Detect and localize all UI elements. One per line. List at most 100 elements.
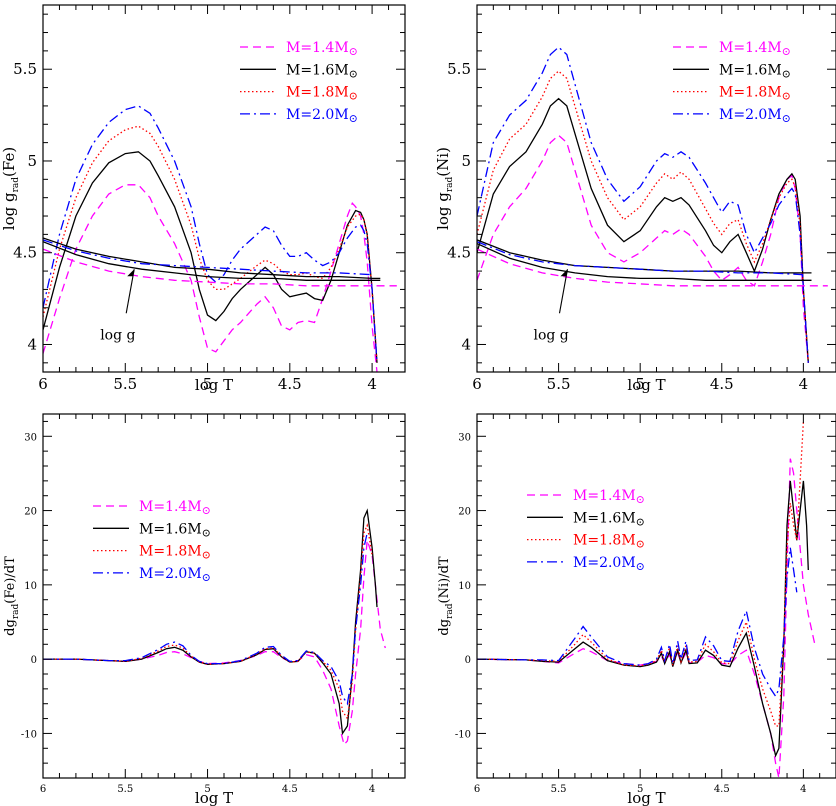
legend-label: M=2.0M⊙ [573,555,645,573]
curves [43,508,386,746]
y-tick-label: -10 [21,729,37,740]
plot-frame [476,413,836,779]
y-tick-label: 5.5 [447,60,471,78]
y-tick-label: 5.5 [13,60,37,78]
series-line-m-2-0m [43,532,368,706]
legend-label: M=2.0M⊙ [286,107,358,125]
series-line-m-1-6m [43,508,378,736]
x-tick-label: 4 [367,375,377,393]
log-g-line-6 [43,248,397,287]
x-tick-label: 4.5 [282,784,298,795]
legend-label: M=2.0M⊙ [719,107,791,125]
log-g-line-5 [477,243,812,281]
legend-label: M=1.6M⊙ [286,62,358,80]
x-axis-label: log T [627,376,665,394]
y-tick-label: -10 [455,729,471,740]
curves [477,421,816,778]
log-g-line-4 [477,239,812,274]
legend-label: M=1.4M⊙ [139,499,211,517]
x-tick-label: 4.5 [710,375,734,393]
panel-top-left: 6 5.5 5 4.5 4 4 4.5 5 5.5 log T log grad(Fe) M=1.4M… [0,4,406,394]
panel-bottom-left: 6 5.5 5 4.5 4 -10 0 10 20 30 log T dgrad(Fe)/dT M=1.… [3,413,406,806]
annotation-arrow [125,269,135,314]
x-tick-label: 4 [799,375,809,393]
x-tick-label: 5 [204,784,210,795]
log-g-line-7 [477,241,804,276]
panel-bottom-right: 6 5.5 5 4.5 4 -10 0 10 20 30 log T dgrad(Ni)/dT M=1.… [437,413,836,806]
y-tick-label: 5 [461,152,471,170]
series-line-m-1-4m [43,540,386,746]
series-line-m-1-6m [477,97,809,363]
y-tick-label: 30 [458,432,471,443]
y-axis-label: log grad(Ni) [434,147,455,230]
y-tick-label: 20 [24,507,37,518]
x-tick-label: 5 [635,375,645,393]
legend-label: M=1.4M⊙ [719,40,791,58]
series-line-m-1-8m [477,70,809,363]
x-tick-label: 5 [203,375,213,393]
series-line-m-2-0m [477,46,809,363]
annotation-arrow [558,269,569,314]
y-tick-label: 10 [458,581,471,592]
x-tick-label: 4.5 [278,375,302,393]
x-tick-label: 6 [472,375,482,393]
legend: M=1.4M⊙ M=1.6M⊙ M=1.8M⊙ M=2.0M⊙ [240,40,358,125]
y-axis-label: log grad(Fe) [0,147,21,230]
log-g-line-5 [43,241,381,281]
series-line-m-1-8m [43,125,378,363]
x-tick-label: 5.5 [117,784,133,795]
x-tick-label: 4 [800,784,806,795]
y-tick-label: 30 [24,432,37,443]
legend-label: M=1.8M⊙ [286,85,358,103]
legend-label: M=1.6M⊙ [719,62,791,80]
y-axis-label: dgrad(Ni)/dT [437,556,455,635]
legend-label: M=2.0M⊙ [139,566,211,584]
annotation-arrowhead [560,269,568,277]
plot-frame [42,4,406,373]
series-line-m-2-0m [43,105,378,363]
y-tick-label: 10 [24,581,37,592]
annotation-arrowhead [127,269,135,277]
x-axis-label: log T [195,789,233,806]
x-tick-label: 5.5 [551,784,567,795]
x-tick-label: 4 [369,784,375,795]
legend-label: M=1.8M⊙ [139,544,211,562]
x-axis-label: log T [627,789,665,806]
y-tick-label: 0 [465,655,471,666]
legend-label: M=1.4M⊙ [286,40,358,58]
series-line-m-1-6m [43,151,378,363]
series-line-m-1-4m [477,134,809,363]
legend-label: M=1.6M⊙ [573,510,645,528]
legend: M=1.4M⊙ M=1.6M⊙ M=1.8M⊙ M=2.0M⊙ [527,488,645,573]
x-tick-label: 5.5 [547,375,571,393]
y-tick-label: 4 [27,335,37,353]
series-line-m-1-8m [477,421,805,727]
annotation-log-g: log g [533,327,568,343]
x-tick-label: 5.5 [113,375,137,393]
log-g-line-7 [43,239,373,276]
series-line-m-1-6m [477,480,809,758]
series-line-m-1-8m [43,523,373,721]
y-tick-label: 4.5 [447,244,471,262]
panel-top-right: 6 5.5 5 4.5 4 4 4.5 5 5.5 log T log grad(Ni) M=1.4M… [434,4,836,394]
annotation-log-g: log g [100,327,135,343]
x-axis-label: log T [195,376,233,394]
legend-label: M=1.6M⊙ [139,521,211,539]
y-tick-label: 5 [27,152,37,170]
log-g-line-4 [43,237,381,280]
curves [43,105,397,372]
y-tick-label: 4 [461,335,471,353]
legend-label: M=1.8M⊙ [719,85,791,103]
y-tick-label: 0 [31,655,37,666]
series-line-m-1-4m [43,184,378,372]
legend: M=1.4M⊙ M=1.6M⊙ M=1.8M⊙ M=2.0M⊙ [673,40,791,125]
x-tick-label: 5 [637,784,643,795]
x-tick-label: 6 [474,784,480,795]
legend: M=1.4M⊙ M=1.6M⊙ M=1.8M⊙ M=2.0M⊙ [93,499,211,584]
x-tick-label: 4.5 [714,784,730,795]
y-tick-label: 4.5 [13,244,37,262]
series-line-m-1-4m [477,458,816,778]
curves [477,46,828,363]
x-tick-label: 6 [40,784,46,795]
